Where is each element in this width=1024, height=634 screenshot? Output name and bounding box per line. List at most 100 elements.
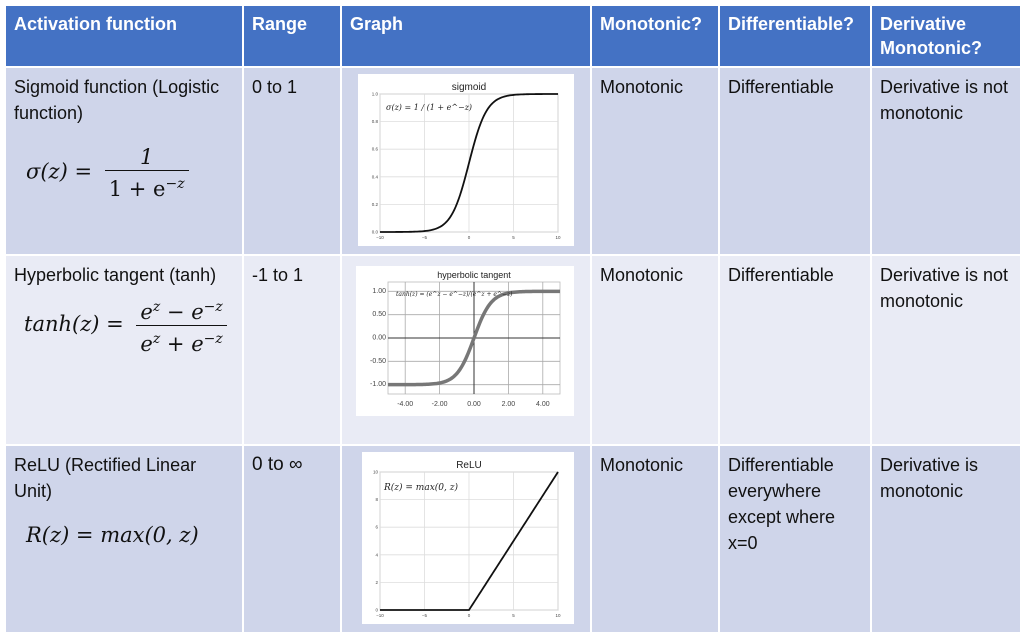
y-tick-label: 8 [375, 497, 378, 502]
header-row: Activation function Range Graph Monotoni… [4, 4, 1022, 68]
y-tick-label: 0.2 [372, 202, 379, 207]
cell-graph: hyperbolic tangent -4.00 -2.00 0.00 2.00 4.00… [340, 254, 592, 446]
cell-monotonic: Monotonic [590, 444, 720, 634]
cell-range: 0 to ∞ [242, 444, 342, 634]
x-tick-label: −10 [376, 235, 384, 240]
y-tick-label: 0.50 [372, 311, 386, 318]
graph-formula: tanh(z) = (e^z − e^−z)/(e^z + e^−z) [396, 291, 513, 298]
den-a: e [140, 332, 153, 356]
y-tick-label: 0.00 [372, 335, 386, 342]
den-exp-b: −z [203, 331, 223, 347]
table-row-tanh: Hyperbolic tangent (tanh) tanh(z) = ez −… [4, 254, 1022, 446]
sigmoid-formula: σ(z) = 1 1 + e−z [14, 144, 234, 202]
relu-formula: R(z) = max(0, z) [26, 523, 199, 547]
function-name: Sigmoid function (Logistic function) [14, 77, 220, 123]
graph-title: hyperbolic tangent [437, 270, 511, 280]
y-tick-label: 4 [375, 552, 378, 557]
den-exp: −z [165, 176, 185, 192]
num-exp-b: −z [203, 299, 223, 315]
y-tick-label: 10 [373, 470, 379, 475]
x-tick-label: 0.00 [467, 401, 481, 408]
y-tick-label: 0.4 [372, 174, 379, 179]
den-base: 1 + e [108, 177, 166, 201]
tanh-graph: hyperbolic tangent -4.00 -2.00 0.00 2.00 4.00… [356, 266, 574, 416]
x-tick-label: -4.00 [397, 401, 413, 408]
x-tick-label: 5 [512, 613, 515, 618]
cell-monotonic: Monotonic [590, 66, 720, 256]
x-tick-label: 10 [555, 613, 561, 618]
num-exp-a: z [152, 299, 161, 315]
function-name: ReLU (Rectified Linear Unit) [14, 455, 197, 501]
cell-derivative-monotonic: Derivative is not monotonic [870, 66, 1022, 256]
graph-formula: R(z) = max(0, z) [383, 482, 458, 493]
tanh-formula: tanh(z) = ez − e−z ez + e−z [14, 294, 234, 357]
cell-differentiable: Differentiable [718, 66, 872, 256]
relu-graph: ReLU −10 −5 0 5 10 0 2 4 6 8 10 R(z) = max(0, z) [362, 452, 574, 624]
x-tick-label: 4.00 [536, 401, 550, 408]
header-derivative-monotonic: Derivative Monotonic? [870, 4, 1022, 68]
cell-differentiable: Differentiable [718, 254, 872, 446]
cell-derivative-monotonic: Derivative is monotonic [870, 444, 1022, 634]
formula-fraction: 1 1 + e−z [104, 144, 189, 202]
x-tick-label: −10 [376, 613, 384, 618]
y-tick-label: 0 [375, 608, 378, 613]
x-tick-label: 2.00 [502, 401, 516, 408]
formula-lhs: tanh(z) = [24, 312, 124, 336]
function-curve [380, 93, 558, 233]
formula-numerator: 1 [104, 144, 189, 171]
cell-monotonic: Monotonic [590, 254, 720, 446]
sigmoid-plot: sigmoid −10 −5 0 5 10 0.0 0.2 0.4 0.6 0.8 1.0 σ(z) =… [372, 82, 561, 240]
cell-function-relu: ReLU (Rectified Linear Unit) R(z) = max(… [4, 444, 244, 634]
y-tick-label: 0.6 [372, 147, 379, 152]
header-activation-function: Activation function [4, 4, 244, 68]
function-curve [388, 289, 560, 387]
x-tick-label: 0 [468, 235, 471, 240]
x-tick-label: -2.00 [432, 401, 448, 408]
cell-graph: sigmoid −10 −5 0 5 10 0.0 0.2 0.4 0.6 0.8 1.0 σ(z) =… [340, 66, 592, 256]
tanh-plot: hyperbolic tangent -4.00 -2.00 0.00 2.00 4.00… [370, 270, 561, 408]
table-row-relu: ReLU (Rectified Linear Unit) R(z) = max(… [4, 444, 1022, 634]
graph-title: ReLU [456, 460, 482, 471]
cell-range: 0 to 1 [242, 66, 342, 256]
cell-graph: ReLU −10 −5 0 5 10 0 2 4 6 8 10 R(z) = max(0, z) [340, 444, 592, 634]
x-tick-label: 10 [555, 235, 561, 240]
x-tick-label: 0 [468, 613, 471, 618]
cell-function-tanh: Hyperbolic tangent (tanh) tanh(z) = ez −… [4, 254, 244, 446]
formula-lhs: σ(z) = [26, 159, 93, 184]
header-range: Range [242, 4, 342, 68]
table-row-sigmoid: Sigmoid function (Logistic function) σ(z… [4, 66, 1022, 256]
cell-function-sigmoid: Sigmoid function (Logistic function) σ(z… [4, 66, 244, 256]
header-monotonic: Monotonic? [590, 4, 720, 68]
y-tick-label: 1.0 [372, 92, 379, 97]
y-tick-label: 0.8 [372, 119, 379, 124]
activation-functions-table: Activation function Range Graph Monotoni… [4, 4, 1022, 634]
num-a: e [140, 300, 153, 324]
y-tick-label: 1.00 [372, 288, 386, 295]
y-tick-label: 2 [375, 580, 378, 585]
y-tick-label: -0.50 [370, 358, 386, 365]
relu-plot: ReLU −10 −5 0 5 10 0 2 4 6 8 10 R(z) = max(0, z) [373, 460, 561, 618]
y-tick-label: 0.0 [372, 230, 379, 235]
header-differentiable: Differentiable? [718, 4, 872, 68]
graph-title: sigmoid [452, 82, 486, 93]
header-graph: Graph [340, 4, 592, 68]
formula-denominator: 1 + e−z [105, 171, 189, 202]
x-tick-label: −5 [422, 613, 428, 618]
formula-fraction: ez − e−z ez + e−z [136, 294, 227, 357]
y-tick-label: 6 [375, 525, 378, 530]
cell-range: -1 to 1 [242, 254, 342, 446]
num-mid: − e [160, 300, 204, 324]
function-curve [380, 471, 559, 611]
x-tick-label: −5 [422, 235, 428, 240]
sigmoid-graph: sigmoid −10 −5 0 5 10 0.0 0.2 0.4 0.6 0.8 1.0 σ(z) =… [358, 74, 574, 246]
x-tick-label: 5 [512, 235, 515, 240]
cell-differentiable: Differentiable everywhere except where x… [718, 444, 872, 634]
den-exp-a: z [152, 331, 161, 347]
cell-derivative-monotonic: Derivative is not monotonic [870, 254, 1022, 446]
formula-numerator: ez − e−z [136, 294, 227, 326]
graph-formula: σ(z) = 1 / (1 + e^−z) [386, 103, 472, 112]
function-name: Hyperbolic tangent (tanh) [14, 265, 217, 285]
y-tick-label: -1.00 [370, 381, 386, 388]
den-mid: + e [160, 332, 204, 356]
formula-denominator: ez + e−z [136, 326, 226, 357]
